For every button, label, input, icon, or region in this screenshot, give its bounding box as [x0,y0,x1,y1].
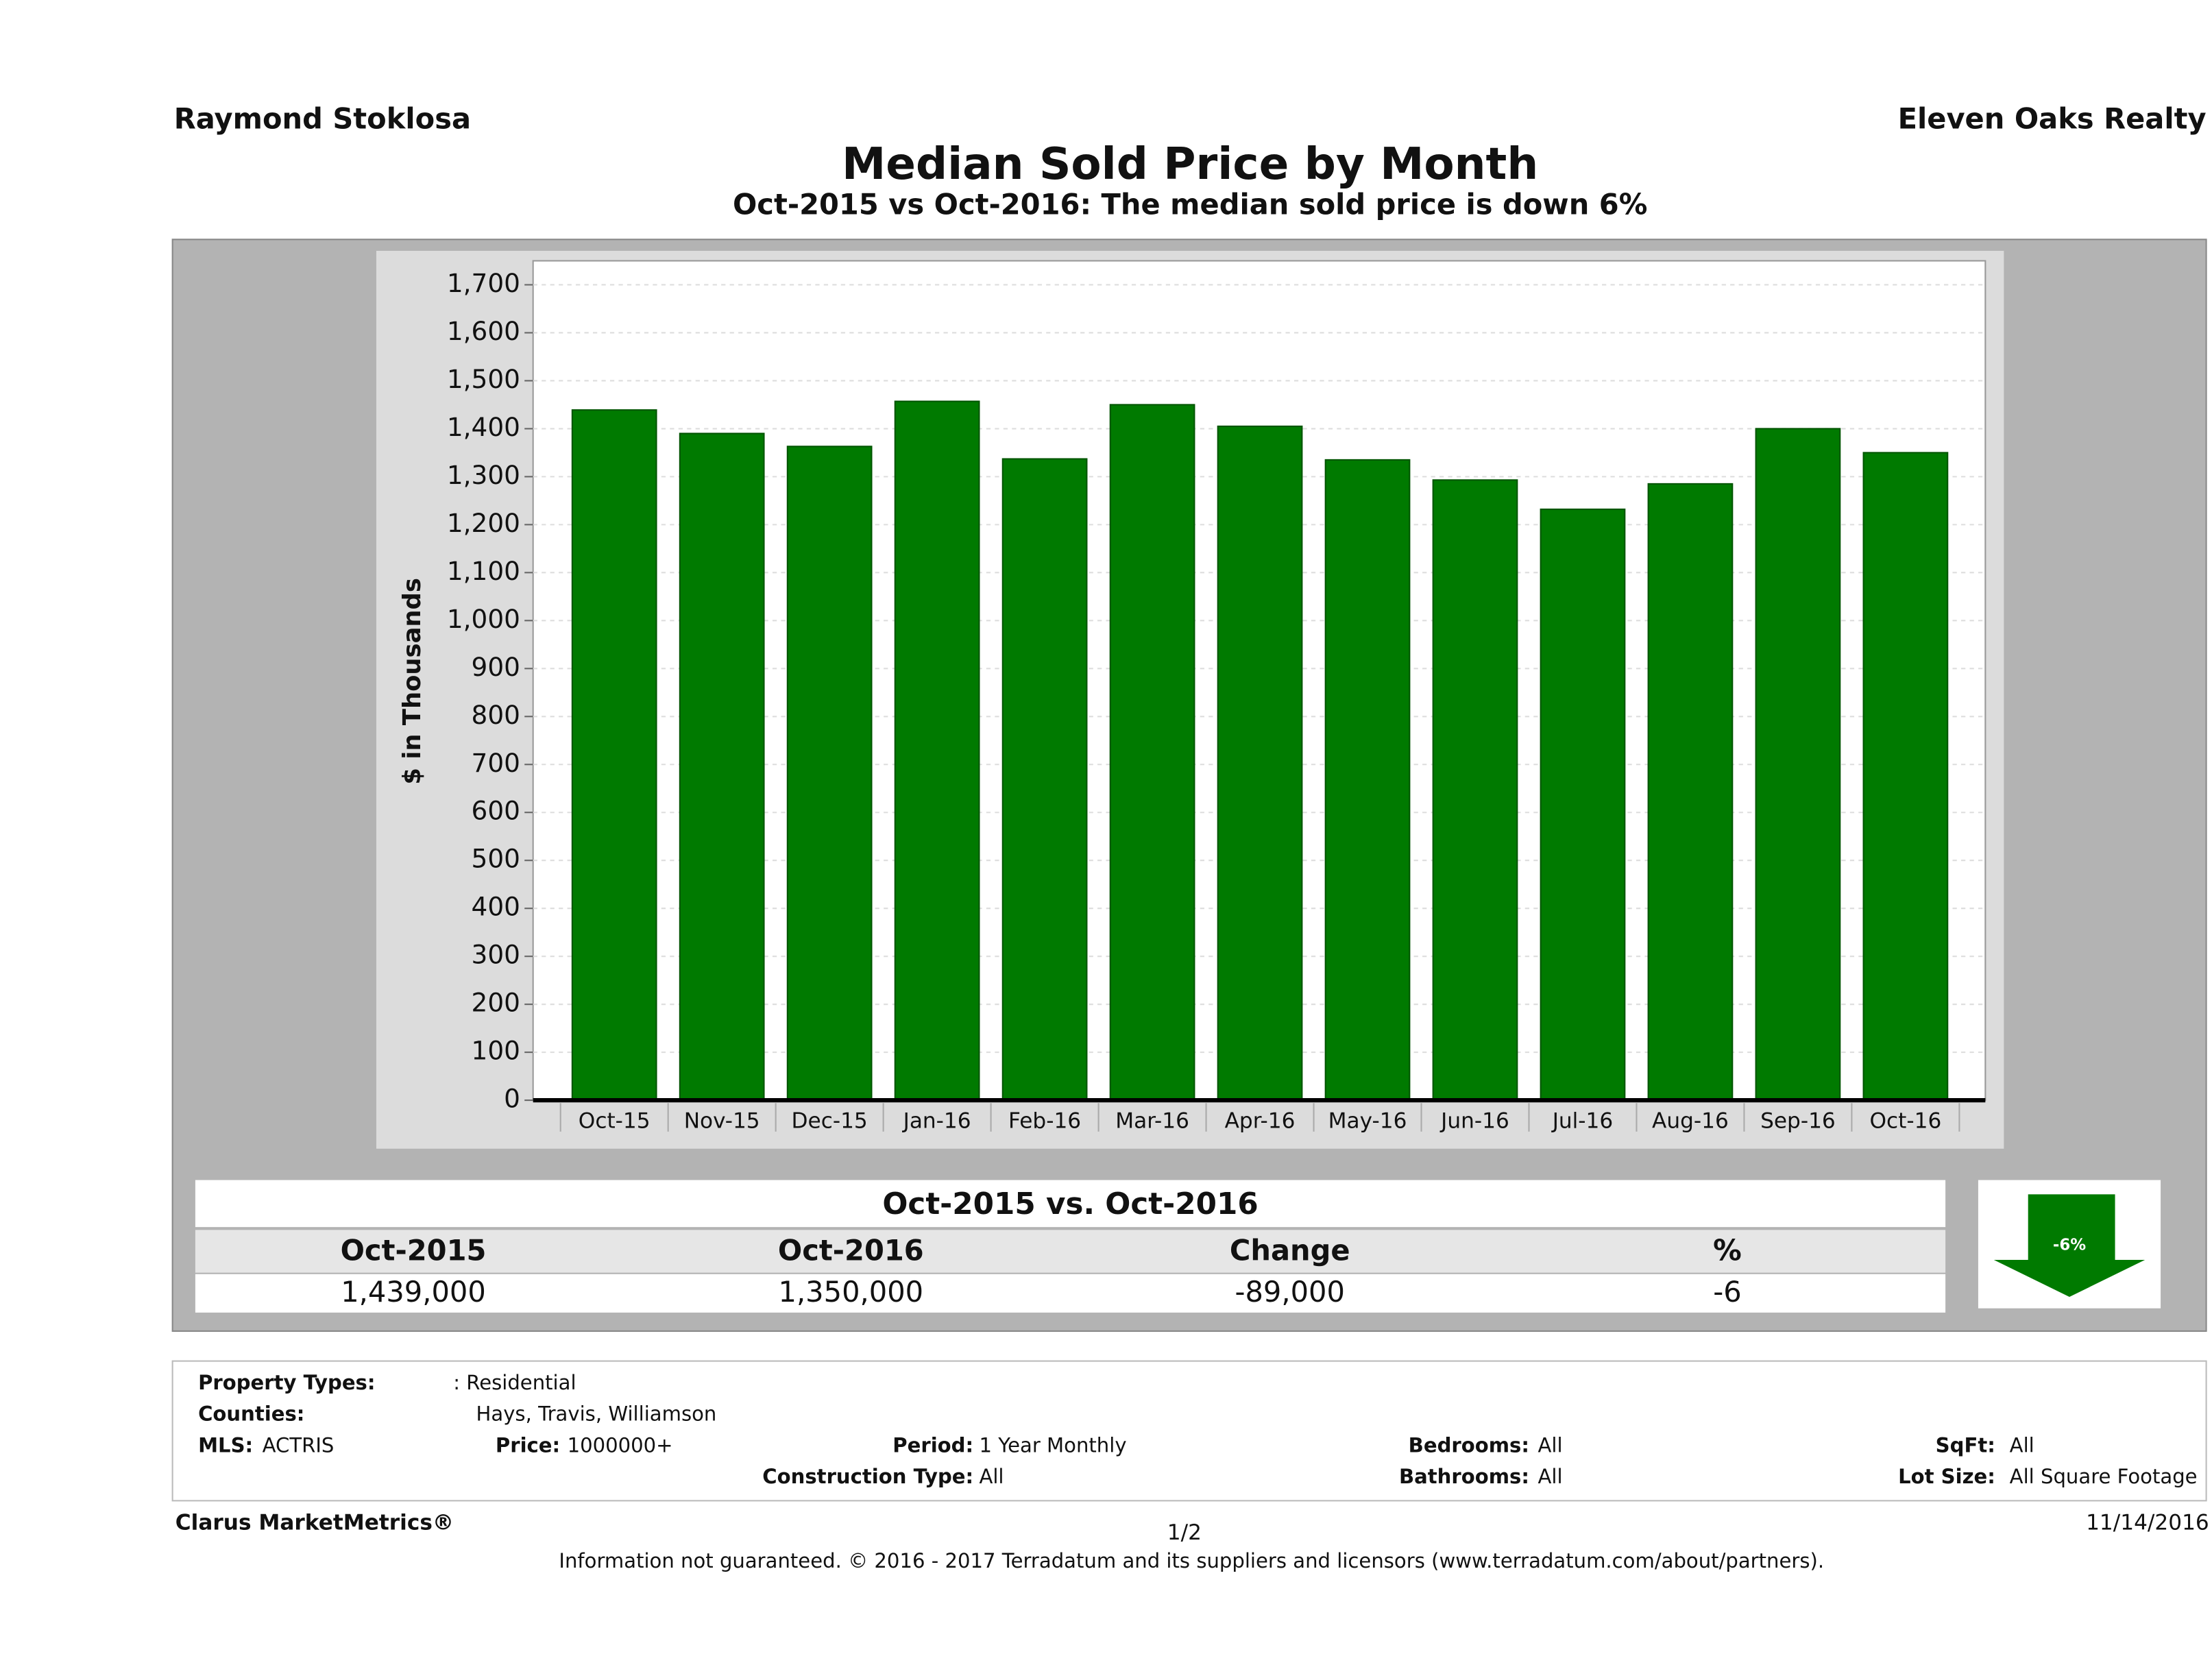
y-tick-label: 500 [472,844,520,874]
filter-value: All [979,1465,1004,1488]
bar [1109,404,1195,1102]
bar [786,446,873,1102]
y-tick-label: 1,300 [447,460,520,490]
summary-value: -89,000 [1235,1275,1345,1309]
y-tick-label: 700 [472,748,520,778]
bar [1647,483,1734,1102]
y-tick-label: 600 [472,796,520,826]
x-tick-label: Feb-16 [1008,1108,1081,1133]
y-tick-label: 900 [472,652,520,682]
y-tick-label: 1,700 [447,268,520,298]
y-tick-label: 1,500 [447,364,520,394]
filter-label: Construction Type: [762,1465,973,1488]
filter-label: Property Types: [198,1371,375,1394]
summary-title: Oct-2015 vs. Oct-2016 [882,1187,1258,1221]
y-tick-label: 1,600 [447,316,520,346]
filter-value: ACTRIS [263,1433,335,1457]
y-tick-label: 1,400 [447,412,520,442]
summary-value-row [195,1274,1946,1313]
bar [894,400,980,1102]
y-tick-label: 1,000 [447,604,520,634]
summary-value: 1,439,000 [341,1275,486,1309]
summary-header: Oct-2016 [778,1234,924,1267]
filter-value: All Square Footage [2010,1465,2198,1488]
y-tick-label: 300 [472,940,520,970]
bar [1755,428,1841,1102]
summary-value: -6 [1713,1275,1741,1309]
y-tick-label: 800 [472,700,520,730]
chart-subtitle: Oct-2015 vs Oct-2016: The median sold pr… [733,187,1647,221]
x-tick-label: Aug-16 [1652,1108,1729,1133]
bar [1540,508,1626,1102]
filter-value: All [2010,1433,2034,1457]
filter-label: MLS: [198,1433,253,1457]
filter-value: 1000000+ [568,1433,673,1457]
disclaimer: Information not guaranteed. © 2016 - 201… [559,1549,1824,1572]
x-tick-label: Mar-16 [1115,1108,1189,1133]
summary-value: 1,350,000 [779,1275,924,1309]
bar [1001,458,1088,1102]
brokerage-name: Eleven Oaks Realty [1898,102,2207,136]
report-date: 11/14/2016 [2086,1511,2209,1535]
bar [571,409,657,1102]
y-tick-label: 400 [472,892,520,922]
summary-header: % [1713,1234,1742,1267]
filter-value: 1 Year Monthly [979,1433,1126,1457]
chart-title: Median Sold Price by Month [842,138,1538,190]
y-tick-label: 1,200 [447,508,520,538]
x-tick-label: Jul-16 [1551,1108,1614,1133]
x-tick-label: Oct-16 [1870,1108,1942,1133]
footer-brand: Clarus MarketMetrics® [175,1511,454,1535]
x-tick-label: May-16 [1328,1108,1407,1133]
x-tick-label: Jan-16 [902,1108,971,1133]
summary-title-row [195,1180,1946,1228]
y-tick-label: 0 [504,1084,520,1114]
summary-header: Change [1230,1234,1350,1267]
filter-value: : Residential [453,1371,576,1394]
filter-label: SqFt: [1936,1433,1995,1457]
filter-label: Bathrooms: [1399,1465,1529,1488]
x-tick-label: Oct-15 [579,1108,651,1133]
summary-header-row [195,1230,1946,1273]
filter-label: Lot Size: [1898,1465,1995,1488]
bar [1862,452,1949,1102]
bar [1324,459,1411,1102]
filter-label: Price: [496,1433,560,1457]
bar [1432,479,1518,1102]
bar [679,433,765,1102]
x-tick-label: Sep-16 [1760,1108,1836,1133]
y-tick-label: 1,100 [447,556,520,586]
page-number: 1/2 [1167,1520,1202,1545]
down-arrow [1993,1194,2146,1298]
y-axis-label: $ in Thousands [398,578,426,784]
x-tick-label: Nov-15 [684,1108,760,1133]
x-tick-label: Apr-16 [1225,1108,1296,1133]
filter-value: All [1538,1433,1562,1457]
bar [1217,425,1303,1102]
x-tick-label: Jun-16 [1439,1108,1509,1133]
filters-box [171,1360,2207,1502]
filter-value: All [1538,1465,1562,1488]
y-tick-label: 200 [472,988,520,1018]
filter-label: Counties: [198,1402,304,1426]
x-tick-label: Dec-15 [792,1108,868,1133]
summary-header: Oct-2015 [341,1234,487,1267]
filter-label: Bedrooms: [1409,1433,1529,1457]
filter-value: Hays, Travis, Williamson [476,1402,717,1426]
y-tick-label: 100 [472,1036,520,1066]
agent-name: Raymond Stoklosa [174,102,471,136]
filter-label: Period: [892,1433,973,1457]
badge-label: -6% [2053,1237,2086,1254]
